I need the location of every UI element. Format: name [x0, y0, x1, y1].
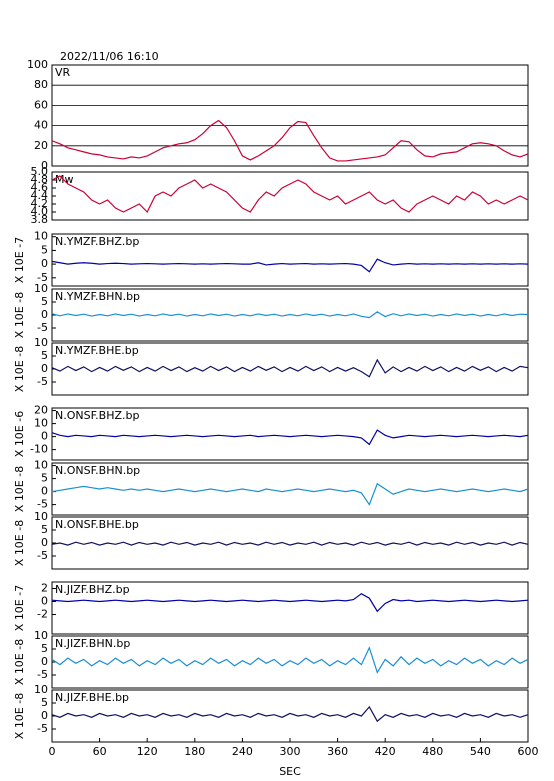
y-tick-label: 10: [34, 230, 48, 243]
panel-label: N.YMZF.BHE.bp: [55, 344, 139, 357]
y-tick-label: 5: [41, 349, 48, 362]
trace-line: [51, 482, 529, 506]
y-tick-label: 5: [41, 696, 48, 709]
panel-frame: [51, 233, 529, 287]
y-tick-label: 0: [41, 485, 48, 498]
y-tick-label: -5: [37, 271, 48, 284]
y-tick-label: -5: [37, 722, 48, 735]
y-tick-label: 5: [41, 472, 48, 485]
y-tick-label: 4.4: [31, 189, 49, 202]
trace-line: [51, 311, 529, 319]
panel-label: N.ONSF.BHZ.bp: [55, 409, 139, 422]
panel-label: VR: [55, 66, 71, 79]
y-tick-label: 4.6: [31, 181, 49, 194]
y-tick-label: 10: [34, 459, 48, 472]
y-tick-label: -5: [37, 549, 48, 562]
x-tick-label: 240: [232, 745, 253, 758]
panel-label: N.YMZF.BHZ.bp: [55, 235, 139, 248]
y-tick-label: 0: [41, 655, 48, 668]
y-tick-label: -2: [37, 608, 48, 621]
y-tick-label: -5: [37, 668, 48, 681]
y-axis-label: X 10E -8: [13, 693, 26, 739]
x-tick-label: 420: [375, 745, 396, 758]
y-tick-label: 2: [41, 582, 48, 595]
y-tick-label: 0: [41, 308, 48, 321]
y-tick-label: 0: [41, 257, 48, 270]
x-tick-label: 180: [184, 745, 205, 758]
panel-frame: [51, 64, 529, 167]
x-tick-label: 360: [327, 745, 348, 758]
y-tick-label: 5: [41, 295, 48, 308]
panel-frame: [51, 581, 529, 635]
trace-line: [51, 646, 529, 674]
panel-label: N.JIZF.BHZ.bp: [55, 583, 130, 596]
chart-title: 2022/11/06 16:10: [60, 50, 159, 63]
trace-line: [51, 429, 529, 446]
panel-label: N.JIZF.BHN.bp: [55, 637, 130, 650]
trace-line: [51, 119, 529, 162]
y-tick-label: 60: [34, 98, 48, 111]
y-tick-label: -5: [37, 498, 48, 511]
y-tick-label: 10: [34, 629, 48, 642]
trace-line: [51, 175, 529, 214]
x-tick-label: 480: [422, 745, 443, 758]
y-tick-label: 100: [27, 58, 48, 71]
y-tick-label: 0: [41, 709, 48, 722]
y-axis-label: X 10E -8: [13, 346, 26, 392]
y-tick-label: -5: [37, 321, 48, 334]
y-tick-label: 0: [41, 536, 48, 549]
trace-line: [51, 705, 529, 723]
y-axis-label: X 10E -8: [13, 520, 26, 566]
y-tick-label: 3.8: [31, 213, 49, 226]
trace-line: [51, 592, 529, 613]
y-tick-label: 40: [34, 119, 48, 132]
y-tick-label: 10: [34, 336, 48, 349]
y-tick-label: 10: [34, 683, 48, 696]
y-axis-label: X 10E -8: [13, 639, 26, 685]
y-axis-label: X 10E -8: [13, 292, 26, 338]
y-tick-label: 80: [34, 78, 48, 91]
y-tick-label: 10: [34, 417, 48, 430]
y-tick-label: 10: [34, 282, 48, 295]
y-tick-label: 20: [34, 139, 48, 152]
panel-label: N.ONSF.BHN.bp: [55, 464, 140, 477]
y-tick-label: 0: [41, 159, 48, 172]
y-axis-label: X 10E -7: [13, 585, 26, 631]
y-tick-label: 5: [41, 642, 48, 655]
y-axis-label: X 10E -6: [13, 411, 26, 457]
x-tick-label: 60: [93, 745, 107, 758]
x-tick-label: 300: [280, 745, 301, 758]
x-tick-label: 600: [518, 745, 539, 758]
y-tick-label: 5: [41, 243, 48, 256]
y-tick-label: 10: [34, 510, 48, 523]
y-tick-label: 4.2: [31, 197, 49, 210]
y-tick-label: 4.8: [31, 173, 49, 186]
panel-label: Mw: [55, 173, 74, 186]
panel-label: N.YMZF.BHN.bp: [55, 290, 140, 303]
x-tick-label: 0: [49, 745, 56, 758]
trace-line: [51, 358, 529, 378]
x-tick-label: 120: [137, 745, 158, 758]
y-axis-label: X 10E -7: [13, 237, 26, 283]
x-tick-label: 540: [470, 745, 491, 758]
trace-line: [51, 541, 529, 546]
x-axis-label: SEC: [279, 765, 301, 778]
trace-line: [51, 258, 529, 273]
panel-label: N.ONSF.BHE.bp: [55, 518, 139, 531]
panel-label: N.JIZF.BHE.bp: [55, 691, 129, 704]
y-tick-label: 5: [41, 523, 48, 536]
y-axis-label: X 10E -8: [13, 466, 26, 512]
panel-frame: [51, 407, 529, 461]
y-tick-label: 0: [41, 362, 48, 375]
y-tick-label: 20: [34, 404, 48, 417]
y-tick-label: 0: [41, 595, 48, 608]
y-tick-label: -10: [30, 443, 48, 456]
y-tick-label: 4.0: [31, 205, 49, 218]
y-tick-label: 0: [41, 430, 48, 443]
y-tick-label: -5: [37, 375, 48, 388]
y-tick-label: 5.0: [31, 165, 49, 178]
